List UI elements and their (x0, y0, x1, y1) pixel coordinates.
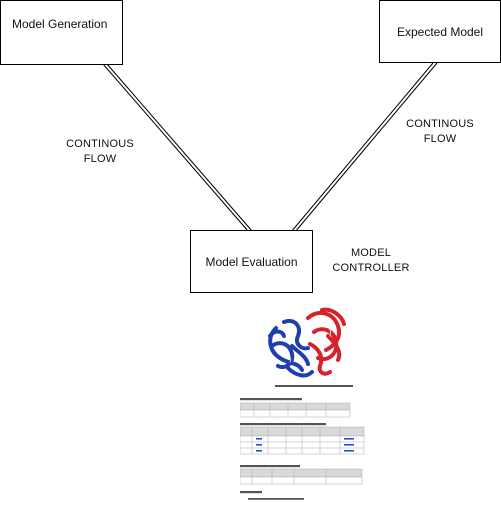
connector-generation-evaluation-b (106, 63, 253, 232)
connector-expected-evaluation-b (294, 62, 438, 233)
chain-a-ribbon (268, 319, 314, 378)
flow-label-right: CONTINOUS FLOW (398, 117, 482, 147)
protein-structure-image (268, 307, 346, 378)
node-model-generation-label: Model Generation (12, 17, 108, 31)
node-expected-model-label: Expected Model (396, 24, 484, 39)
report-illustration (239, 385, 365, 500)
flow-label-right-line2: FLOW (423, 133, 457, 145)
node-model-generation: Model Generation (0, 0, 123, 65)
node-expected-model: Expected Model (379, 0, 501, 63)
flow-label-left-line1: CONTINOUS (66, 138, 134, 150)
report-table-1 (239, 402, 351, 418)
connector-generation-evaluation-a (102, 63, 249, 232)
flow-label-left-line2: FLOW (83, 153, 117, 165)
report-table-2 (239, 426, 365, 455)
flow-label-right-line1: CONTINOUS (406, 118, 474, 130)
node-model-evaluation-label: Model Evaluation (205, 254, 298, 269)
node-model-evaluation: Model Evaluation (190, 230, 313, 293)
report-table-3 (239, 468, 363, 485)
flow-label-left: CONTINOUS FLOW (58, 137, 142, 167)
controller-label-line2: CONTROLLER (332, 262, 410, 274)
results-report-snippet (239, 292, 440, 502)
chain-b-ribbon (306, 307, 346, 376)
connector-expected-evaluation-a (290, 62, 434, 233)
controller-label: MODEL CONTROLLER (323, 246, 419, 276)
controller-label-line1: MODEL (350, 247, 392, 259)
